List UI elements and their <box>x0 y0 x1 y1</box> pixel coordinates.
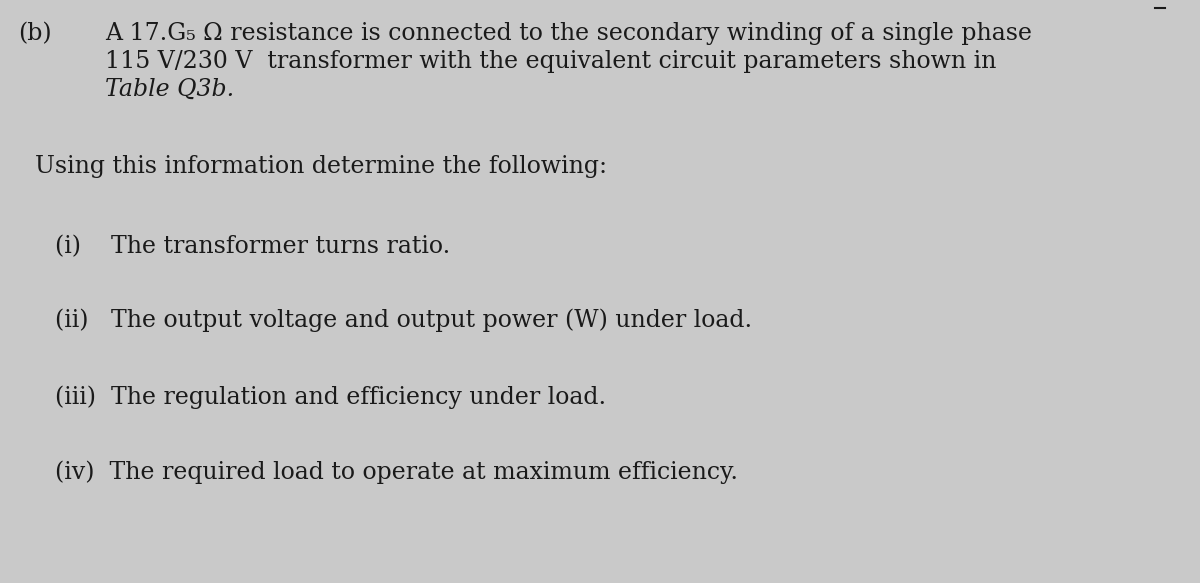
Text: (i)    The transformer turns ratio.: (i) The transformer turns ratio. <box>55 235 450 258</box>
Text: (iii)  The regulation and efficiency under load.: (iii) The regulation and efficiency unde… <box>55 385 606 409</box>
Text: A 17.G₅ Ω resistance is connected to the secondary winding of a single phase: A 17.G₅ Ω resistance is connected to the… <box>106 22 1032 45</box>
Text: 115 V/230 V  transformer with the equivalent circuit parameters shown in: 115 V/230 V transformer with the equival… <box>106 50 996 73</box>
Text: (b): (b) <box>18 22 52 45</box>
Text: (ii)   The output voltage and output power (W) under load.: (ii) The output voltage and output power… <box>55 308 752 332</box>
Text: Using this information determine the following:: Using this information determine the fol… <box>35 155 607 178</box>
Text: Table Q3b.: Table Q3b. <box>106 78 234 101</box>
Text: (iv)  The required load to operate at maximum efficiency.: (iv) The required load to operate at max… <box>55 460 738 483</box>
